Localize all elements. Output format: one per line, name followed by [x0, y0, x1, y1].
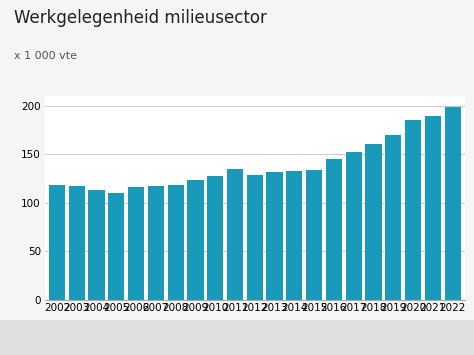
Text: Werkgelegenheid milieusector: Werkgelegenheid milieusector [14, 9, 267, 27]
Bar [385, 135, 401, 300]
Bar [405, 120, 421, 300]
Bar [445, 106, 461, 300]
Text: x 1 000 vte: x 1 000 vte [14, 51, 77, 61]
Bar [148, 186, 164, 300]
Bar [365, 144, 382, 300]
Bar [346, 152, 362, 300]
Bar [167, 185, 184, 300]
Bar [49, 185, 65, 300]
Bar [88, 190, 105, 300]
Bar [207, 176, 223, 300]
Bar [266, 172, 283, 300]
Bar [128, 187, 144, 300]
Bar [69, 186, 85, 300]
Bar [187, 180, 203, 300]
Bar [246, 175, 263, 300]
Bar [306, 170, 322, 300]
Bar [326, 159, 342, 300]
Bar [108, 193, 124, 300]
Bar [227, 169, 243, 300]
Bar [286, 171, 302, 300]
Bar [425, 116, 441, 300]
